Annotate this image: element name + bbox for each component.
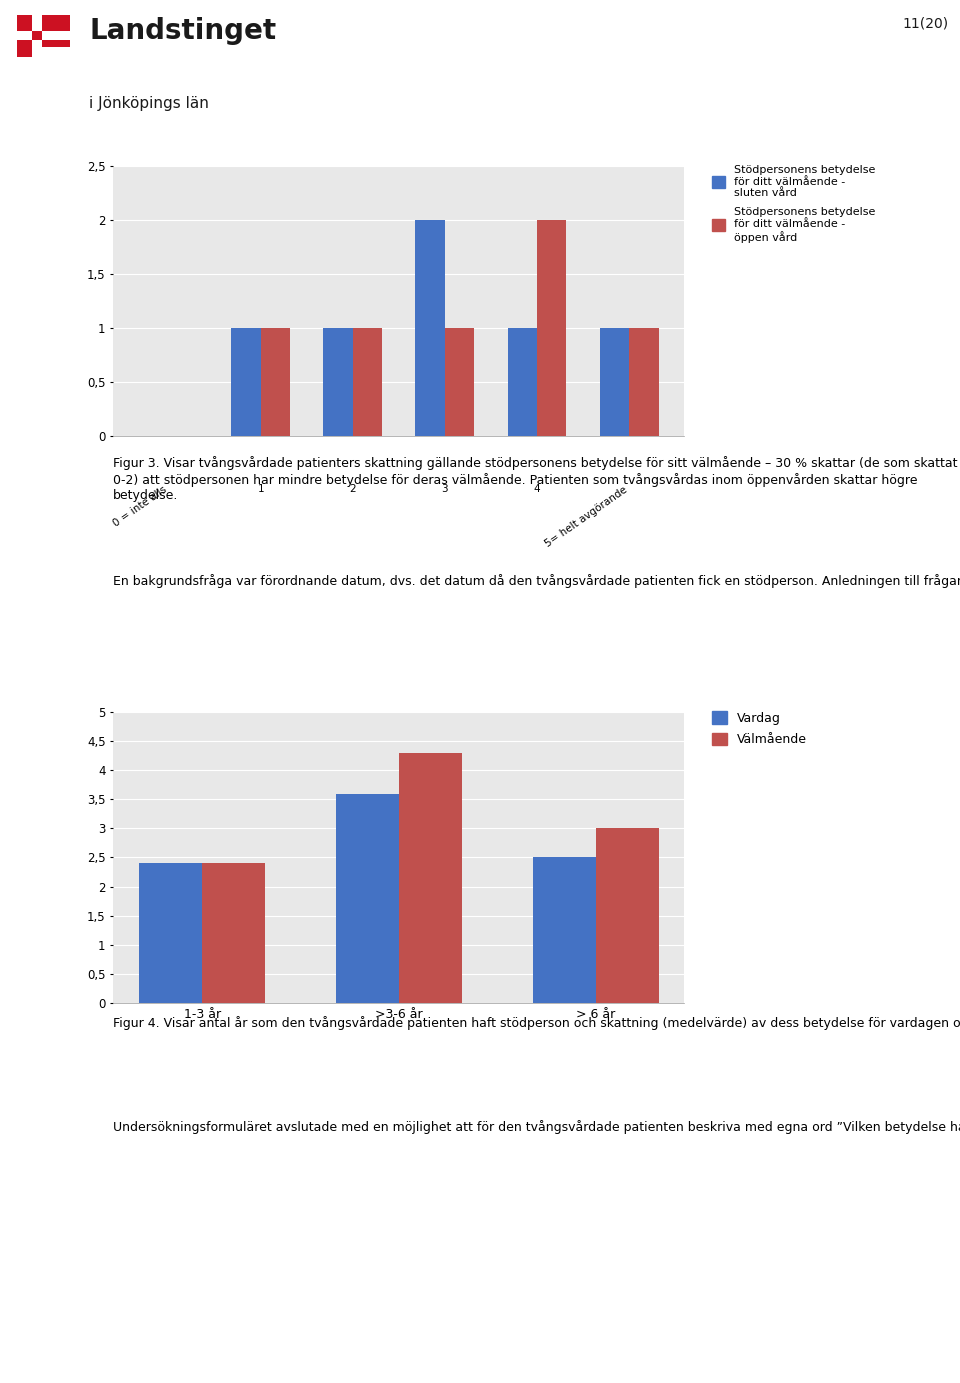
Bar [261, 328, 290, 436]
Bar [203, 863, 265, 1003]
Text: i Jönköpings län: i Jönköpings län [89, 97, 209, 111]
Bar [600, 328, 629, 436]
Text: 1: 1 [257, 484, 264, 494]
Bar [336, 794, 399, 1003]
Bar [444, 328, 474, 436]
Bar [17, 30, 70, 40]
Bar [17, 15, 38, 57]
Bar [399, 752, 462, 1003]
Legend: Vardag, Välmående: Vardag, Välmående [708, 707, 812, 751]
Bar [139, 863, 203, 1003]
Bar [416, 220, 444, 436]
Text: Figur 3. Visar tvångsvårdade patienters skattning gällande stödpersonens betydel: Figur 3. Visar tvångsvårdade patienters … [113, 456, 958, 502]
Bar [32, 30, 41, 40]
Text: En bakgrundsfråga var förordnande datum, dvs. det datum då den tvångsvårdade pat: En bakgrundsfråga var förordnande datum,… [113, 574, 960, 588]
Text: Figur 4. Visar antal år som den tvångsvårdade patienten haft stödperson och skat: Figur 4. Visar antal år som den tvångsvå… [113, 1017, 960, 1030]
Text: 5= helt avgörande: 5= helt avgörande [543, 484, 629, 549]
Legend: Stödpersonens betydelse
för ditt välmående -
sluten vård, Stödpersonens betydels: Stödpersonens betydelse för ditt välmåen… [708, 160, 879, 248]
Text: 11(20): 11(20) [902, 17, 948, 30]
Text: 3: 3 [442, 484, 448, 494]
Bar [595, 828, 659, 1003]
Bar [508, 328, 537, 436]
Bar [537, 220, 566, 436]
Text: Landstinget: Landstinget [89, 17, 276, 44]
Bar [38, 15, 70, 47]
Text: 0 = inte alls: 0 = inte alls [111, 484, 169, 528]
Text: Undersökningsformuläret avslutade med en möjlighet att för den tvångsvårdade pat: Undersökningsformuläret avslutade med en… [113, 1120, 960, 1134]
Text: 2: 2 [349, 484, 356, 494]
Bar [353, 328, 382, 436]
Bar [629, 328, 659, 436]
Bar [231, 328, 261, 436]
Bar [324, 328, 353, 436]
Text: 4: 4 [534, 484, 540, 494]
Bar [32, 15, 41, 57]
Bar [533, 857, 595, 1003]
